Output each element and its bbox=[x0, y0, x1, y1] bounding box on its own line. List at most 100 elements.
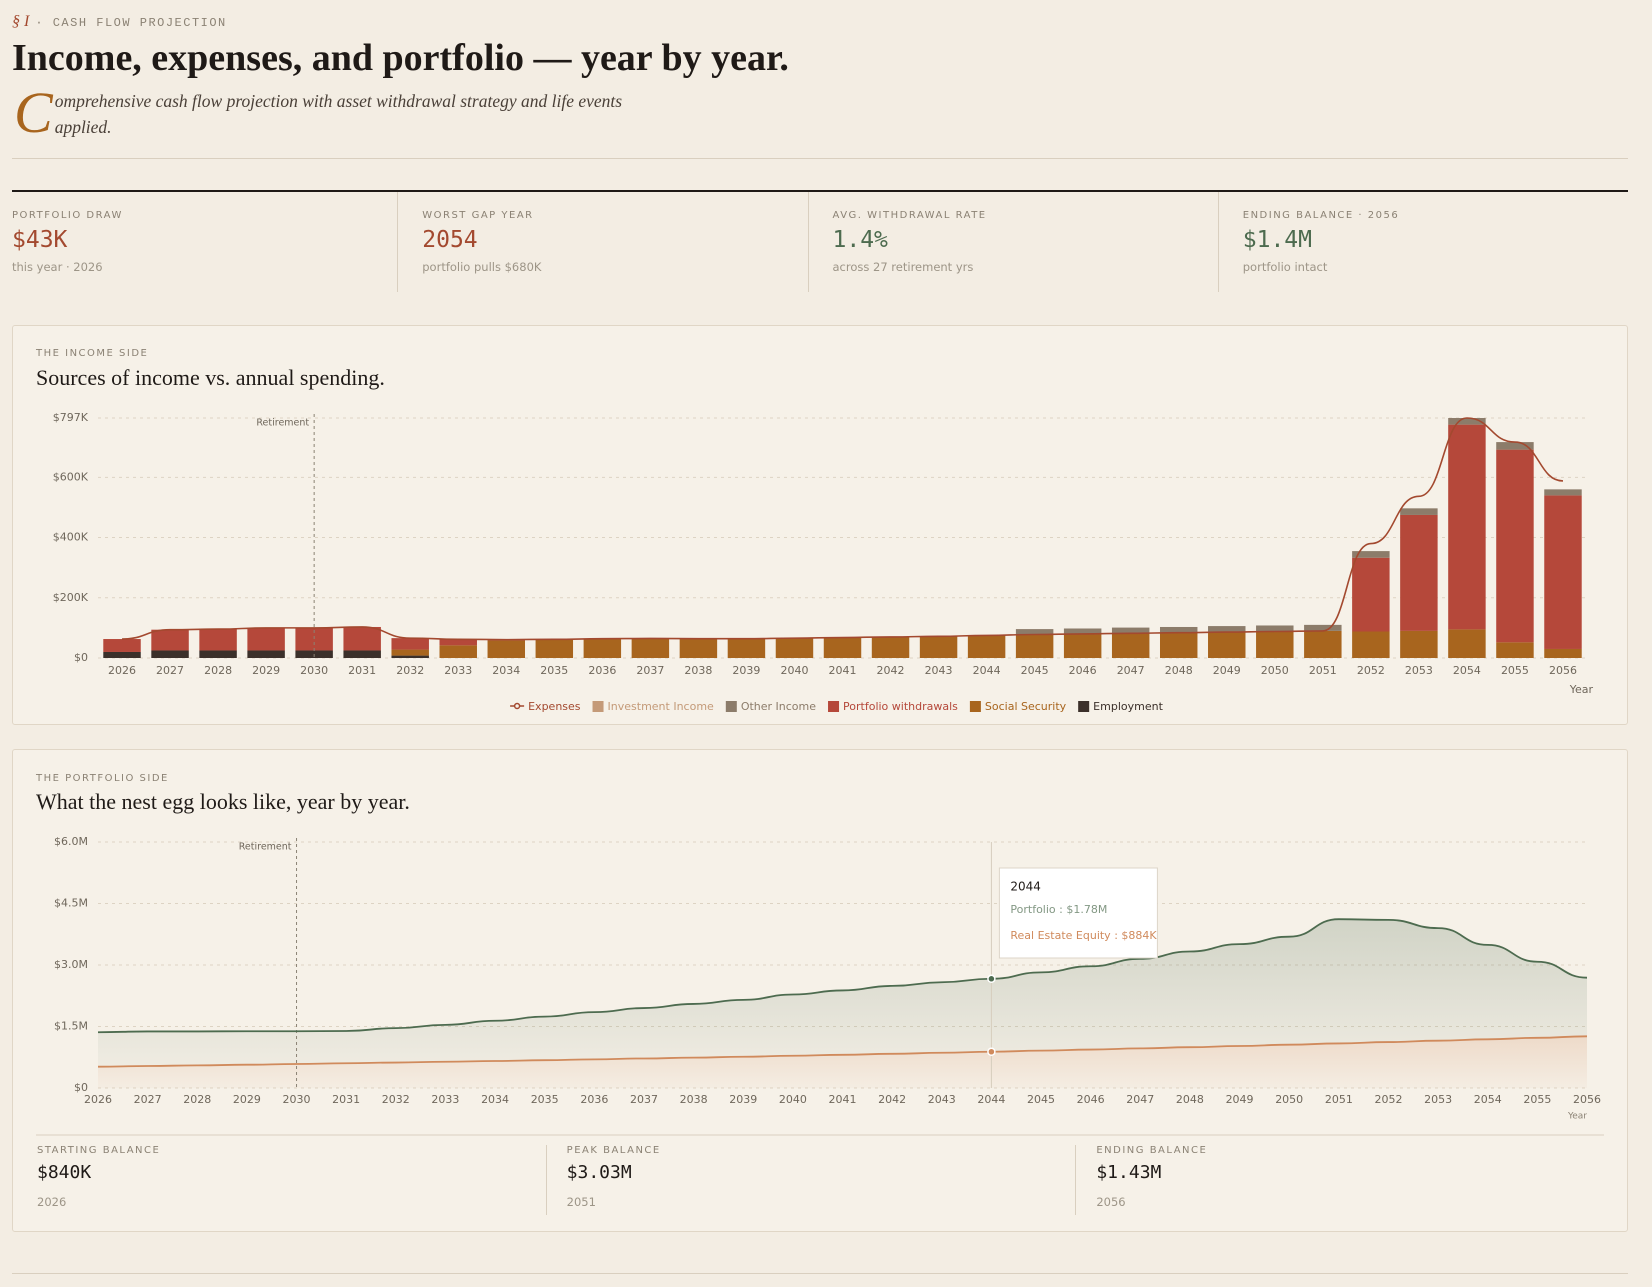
section-mark: § I bbox=[12, 13, 30, 30]
x-tick-label: 2030 bbox=[300, 664, 328, 677]
x-tick-label: 2045 bbox=[1021, 664, 1049, 677]
x-tick-label: 2032 bbox=[396, 664, 424, 677]
annotation-label: Retirement bbox=[239, 842, 292, 853]
x-tick-label: 2040 bbox=[780, 664, 808, 677]
x-tick-label: 2036 bbox=[580, 1093, 608, 1106]
bar bbox=[1448, 418, 1486, 425]
x-tick-label: 2039 bbox=[729, 1093, 757, 1106]
divider bbox=[12, 158, 1628, 159]
bar bbox=[1015, 629, 1054, 635]
bar bbox=[679, 639, 718, 658]
stat-value: 2054 bbox=[422, 227, 478, 253]
area bbox=[98, 919, 1587, 1067]
x-tick-label: 2056 bbox=[1573, 1093, 1601, 1106]
stat-value: $1.4M bbox=[1242, 227, 1312, 253]
stat-value: $43K bbox=[12, 227, 68, 253]
bar bbox=[1063, 633, 1102, 658]
bar bbox=[1496, 642, 1534, 658]
x-tick-label: 2026 bbox=[108, 664, 136, 677]
y-tick-label: $6.0M bbox=[54, 835, 88, 848]
tooltip-title: 2044 bbox=[1010, 880, 1041, 894]
stat-value: 1.4% bbox=[832, 227, 888, 253]
bar bbox=[1544, 489, 1582, 496]
panel-eyebrow: THE PORTFOLIO SIDE bbox=[35, 773, 169, 784]
x-tick-label: 2040 bbox=[779, 1093, 807, 1106]
bar bbox=[1352, 551, 1390, 558]
bar bbox=[967, 635, 1006, 658]
x-tick-label: 2051 bbox=[1325, 1093, 1353, 1106]
x-tick-label: 2029 bbox=[252, 664, 280, 677]
bar bbox=[391, 649, 429, 656]
x-tick-label: 2048 bbox=[1165, 664, 1193, 677]
x-tick-label: 2048 bbox=[1176, 1093, 1204, 1106]
bar bbox=[1111, 633, 1150, 658]
bar bbox=[1304, 630, 1342, 658]
line bbox=[97, 1035, 1588, 1068]
page-title: Income, expenses, and portfolio — year b… bbox=[12, 37, 789, 79]
y-tick-label: $4.5M bbox=[54, 897, 88, 910]
y-tick-label: $3.0M bbox=[54, 958, 88, 971]
bar bbox=[1400, 514, 1438, 631]
income-panel: THE INCOME SIDE Sources of income vs. an… bbox=[12, 325, 1628, 725]
bar bbox=[439, 639, 477, 646]
bar bbox=[1208, 632, 1246, 658]
stat-label: PORTFOLIO DRAW bbox=[12, 210, 123, 221]
x-tick-label: 2032 bbox=[382, 1093, 410, 1106]
legend-swatch bbox=[969, 701, 981, 712]
x-tick-label: 2055 bbox=[1501, 664, 1529, 677]
y-tick-label: $0 bbox=[74, 651, 88, 664]
legend-swatch bbox=[725, 701, 737, 712]
bar bbox=[1448, 424, 1486, 630]
stat-note: this year · 2026 bbox=[12, 260, 103, 274]
tooltip-line: Real Estate Equity : $884K bbox=[1010, 929, 1157, 942]
bar bbox=[1352, 631, 1390, 658]
x-tick-label: 2050 bbox=[1275, 1093, 1303, 1106]
bar bbox=[199, 650, 237, 658]
bar bbox=[1400, 508, 1438, 515]
tooltip-box bbox=[998, 867, 1158, 959]
bar bbox=[439, 645, 477, 658]
x-tick-label: 2051 bbox=[1309, 664, 1337, 677]
stat-note: across 27 retirement yrs bbox=[832, 260, 974, 274]
legend-label: Other Income bbox=[741, 700, 816, 713]
x-tick-label: 2038 bbox=[684, 664, 712, 677]
bar bbox=[1015, 634, 1054, 658]
x-tick-label: 2046 bbox=[1069, 664, 1097, 677]
bar bbox=[1159, 632, 1198, 658]
x-tick-label: 2047 bbox=[1117, 664, 1145, 677]
x-tick-label: 2053 bbox=[1405, 664, 1433, 677]
bar bbox=[151, 629, 189, 651]
summary-row: STARTING BALANCE $840K 2026 PEAK BALANCE $3.… bbox=[37, 1145, 1605, 1215]
bar bbox=[1352, 557, 1390, 632]
stat: AVG. WITHDRAWAL RATE 1.4% across 27 retire… bbox=[809, 192, 1219, 292]
x-tick-label: 2033 bbox=[431, 1093, 459, 1106]
stat: PORTFOLIO DRAW $43K this year · 2026 bbox=[12, 192, 399, 292]
bar bbox=[1544, 495, 1582, 649]
bar bbox=[391, 655, 429, 658]
x-tick-label: 2043 bbox=[925, 664, 953, 677]
summary-stat: STARTING BALANCE $840K 2026 bbox=[37, 1145, 547, 1215]
stat-label: WORST GAP YEAR bbox=[422, 210, 534, 221]
x-tick-label: 2049 bbox=[1226, 1093, 1254, 1106]
y-tick-label: $0 bbox=[74, 1081, 88, 1094]
bar bbox=[535, 639, 574, 658]
bar bbox=[1448, 629, 1486, 658]
bar bbox=[199, 629, 237, 651]
x-tick-label: 2031 bbox=[348, 664, 376, 677]
x-tick-label: 2030 bbox=[283, 1093, 311, 1106]
x-axis-label: Year bbox=[1569, 683, 1594, 696]
bar bbox=[247, 650, 285, 658]
bar bbox=[583, 638, 622, 658]
bar bbox=[727, 638, 766, 658]
stat-label: ENDING BALANCE · 2056 bbox=[1242, 210, 1400, 221]
bar bbox=[1496, 442, 1534, 450]
y-tick-label: $797K bbox=[53, 411, 89, 424]
x-tick-label: 2044 bbox=[977, 1093, 1005, 1106]
drop-cap: C bbox=[14, 80, 53, 145]
x-tick-label: 2035 bbox=[540, 664, 568, 677]
x-tick-label: 2049 bbox=[1213, 664, 1241, 677]
x-tick-label: 2041 bbox=[829, 664, 857, 677]
stat-value: $840K bbox=[37, 1162, 92, 1183]
x-tick-label: 2037 bbox=[630, 1093, 658, 1106]
